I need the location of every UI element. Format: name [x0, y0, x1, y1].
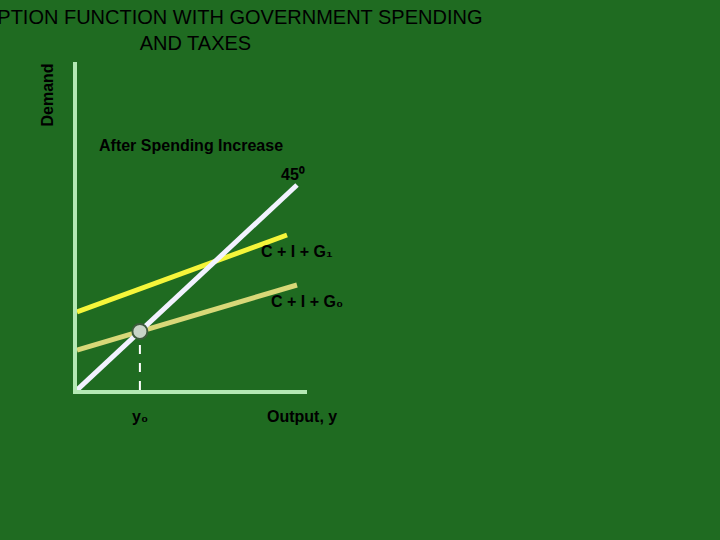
svg-text:CONSUMPTION FUNCTION WITH GOVE: CONSUMPTION FUNCTION WITH GOVERNMENT SPE…	[0, 6, 482, 54]
svg-text:C + I + G₁: C + I + G₁	[261, 243, 333, 260]
svg-text:C + I + G₀: C + I + G₀	[271, 293, 343, 310]
svg-text:After Spending Increase: After Spending Increase	[99, 137, 283, 154]
svg-text:y₀: y₀	[132, 408, 148, 425]
svg-text:45⁰: 45⁰	[281, 166, 305, 183]
svg-text:Output, y: Output, y	[267, 408, 337, 425]
svg-text:Demand: Demand	[39, 63, 56, 126]
